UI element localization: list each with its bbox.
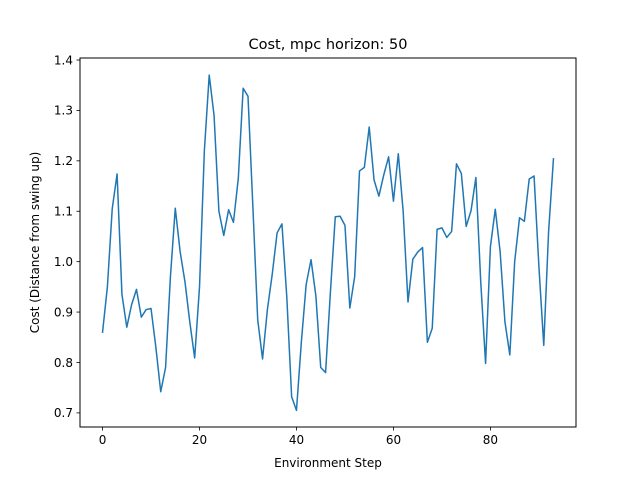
x-tick-label: 20 <box>192 433 207 447</box>
x-tick-label: 80 <box>483 433 498 447</box>
y-tick-label: 0.9 <box>54 305 73 319</box>
chart-title: Cost, mpc horizon: 50 <box>248 37 407 53</box>
x-tick-label: 40 <box>289 433 304 447</box>
series-line-0 <box>101 74 555 412</box>
plot-area <box>101 74 555 412</box>
x-tick-label: 0 <box>99 433 107 447</box>
x-axis: 0 20 40 60 80 <box>99 427 498 447</box>
y-axis-label: Cost (Distance from swing up) <box>28 152 42 334</box>
x-axis-label: Environment Step <box>274 456 382 470</box>
y-tick-label: 1.2 <box>54 154 73 168</box>
x-tick-label: 60 <box>386 433 401 447</box>
y-tick-label: 0.8 <box>54 356 73 370</box>
y-tick-label: 1.1 <box>54 205 73 219</box>
y-tick-label: 1.4 <box>54 53 73 67</box>
y-tick-label: 1.3 <box>54 104 73 118</box>
y-tick-label: 1.0 <box>54 255 73 269</box>
y-tick-label: 0.7 <box>54 406 73 420</box>
y-axis: 0.7 0.8 0.9 1.0 1.1 1.2 1.3 1.4 <box>54 53 80 420</box>
axes-frame <box>79 57 577 428</box>
